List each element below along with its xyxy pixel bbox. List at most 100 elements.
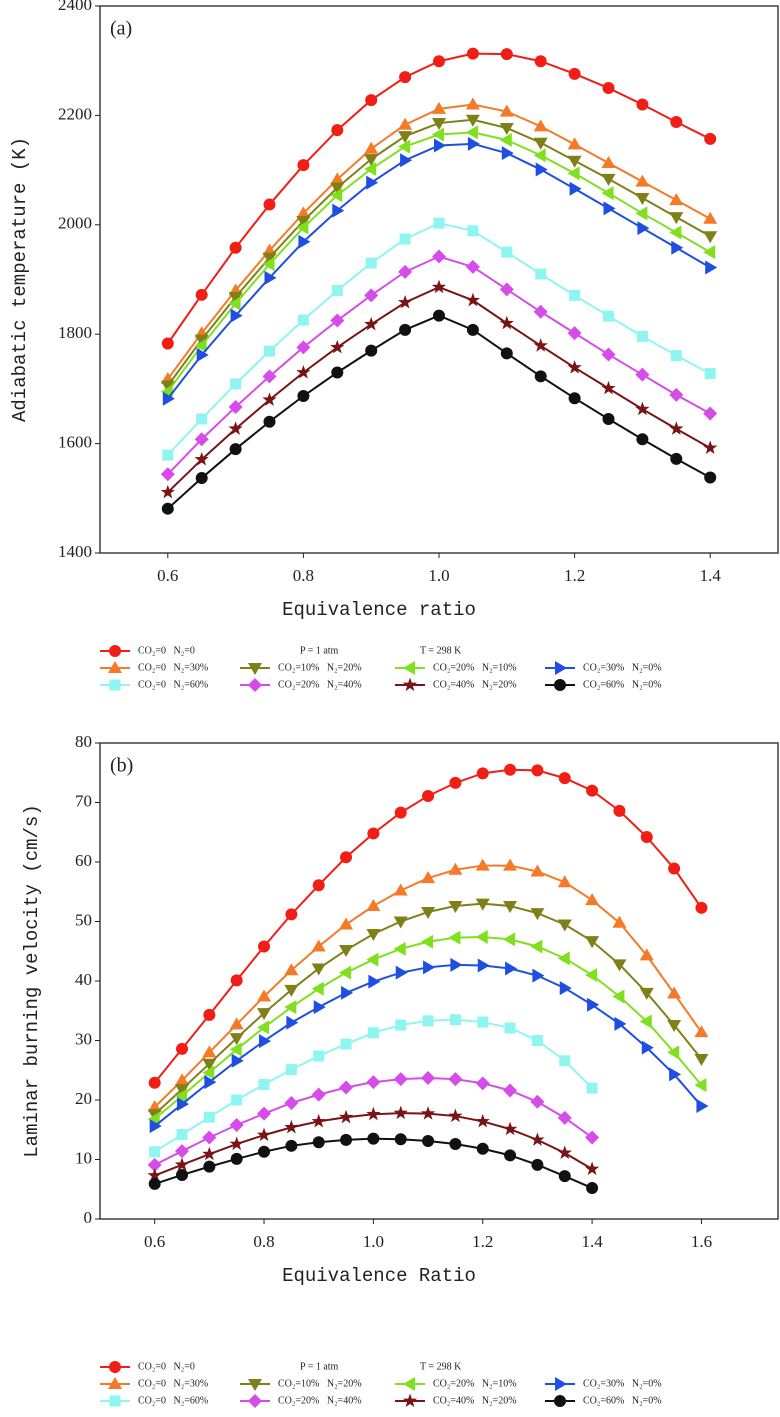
data-point [263,415,276,428]
data-point [533,148,546,163]
legend-marker [402,1393,418,1408]
data-point [504,763,517,776]
x-tick-label: 0.8 [293,566,314,585]
data-point [175,1088,188,1103]
data-point [229,1117,244,1132]
data-point [433,55,445,68]
data-point [567,155,582,168]
data-point [694,1025,709,1038]
data-point [284,984,299,997]
data-point [149,1146,161,1158]
data-point [586,1182,599,1195]
data-point [641,1040,654,1055]
data-point [194,334,209,347]
data-point [422,1015,434,1027]
data-point [530,1094,545,1109]
data-point [586,784,599,797]
data-point [703,245,716,260]
data-point [195,472,208,485]
data-point [229,1136,244,1151]
data-point [231,1094,243,1106]
data-point [228,292,243,305]
legend-label: CO₂=20% N₂=10% [433,662,517,673]
data-point [176,1168,189,1181]
annotation: P = 1 atm [300,645,339,656]
data-point [639,1014,652,1029]
data-point [449,776,462,789]
y-tick-label: 50 [75,910,92,929]
legend-marker [403,661,415,675]
data-point [263,198,276,211]
data-point [601,347,616,362]
data-point [703,211,718,224]
legend-marker [109,645,121,657]
data-point [330,172,345,185]
data-point [257,989,272,1002]
data-point [338,1109,354,1124]
y-tick-label: 2000 [58,214,92,233]
data-point [534,370,547,383]
data-point [557,951,570,966]
series-line [167,314,711,510]
data-point [530,908,545,921]
legend-label: CO₂=0 N₂=60% [138,679,208,690]
legend-marker [248,678,262,692]
data-point [364,316,379,331]
data-point [398,131,413,144]
data-point [256,1127,272,1142]
data-point [162,391,175,406]
data-point [601,173,616,186]
y-tick-label: 1800 [58,323,92,342]
data-point [398,117,413,130]
data-point [228,421,243,435]
data-point [297,314,309,326]
y-axis-title: Adiabatic temperature (K) [9,137,31,422]
data-point [466,47,479,60]
data-point [531,1035,543,1046]
data-point [475,1113,490,1128]
data-point [368,974,381,989]
x-tick-label: 1.2 [564,566,585,585]
data-point [202,1130,217,1145]
data-point [476,1142,489,1155]
data-point [704,368,716,380]
data-point [503,901,518,914]
data-point [365,257,377,269]
data-point [601,186,614,201]
y-tick-label: 0 [84,1208,93,1227]
data-point [339,945,354,958]
data-point [432,101,446,114]
data-point [466,323,479,336]
data-point [602,82,615,95]
data-point [567,137,582,150]
data-point [330,313,345,328]
data-point [703,231,718,244]
data-point [635,367,650,382]
x-tick-label: 1.6 [691,1232,712,1251]
data-point [332,203,345,218]
data-point [148,1076,161,1089]
data-point [533,338,548,352]
legend-marker [108,1377,122,1389]
data-point [585,968,598,983]
data-point [586,1082,598,1094]
data-point [703,406,718,421]
data-point [393,883,408,896]
data-point [667,1020,682,1033]
data-point [639,987,654,1000]
data-point [532,968,545,983]
data-point [637,221,650,236]
y-tick-label: 60 [75,851,92,870]
data-point [476,767,489,780]
data-point [259,1034,272,1049]
data-point [612,915,627,928]
data-point [602,412,615,425]
data-point [420,1106,436,1120]
y-tick-label: 20 [75,1089,92,1108]
data-point [175,1084,190,1097]
data-point [366,175,379,190]
data-point [587,997,600,1012]
data-point [366,928,381,941]
data-point [568,67,581,80]
